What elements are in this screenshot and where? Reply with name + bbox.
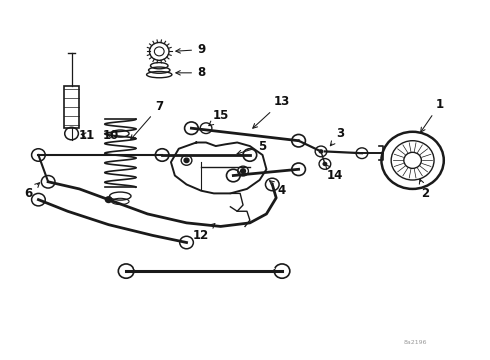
Text: 9: 9 [176,43,205,56]
Circle shape [318,149,323,154]
Text: 12: 12 [193,224,215,242]
Text: 11: 11 [79,129,95,142]
Text: 5: 5 [237,140,267,155]
Text: 8a2196: 8a2196 [404,340,427,345]
Text: 10: 10 [102,129,119,142]
Circle shape [105,196,113,203]
Circle shape [184,158,189,163]
Text: 13: 13 [253,95,290,128]
Circle shape [241,169,245,173]
FancyBboxPatch shape [64,86,79,128]
Circle shape [322,162,327,166]
Text: 14: 14 [325,164,343,182]
Text: 3: 3 [330,127,344,146]
Text: 15: 15 [209,109,229,126]
Text: 1: 1 [421,98,444,132]
Text: 7: 7 [131,100,163,140]
Text: 6: 6 [24,183,40,200]
Text: 8: 8 [176,66,205,79]
Text: 4: 4 [270,181,286,197]
Text: 2: 2 [419,179,429,200]
